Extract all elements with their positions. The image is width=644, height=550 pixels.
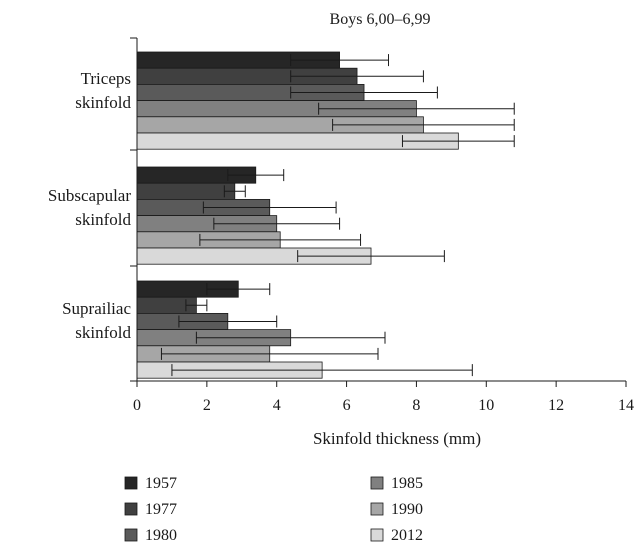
error-bar-subscapular-2012 bbox=[297, 250, 445, 263]
legend-label-1957: 1957 bbox=[145, 475, 177, 492]
legend-swatch-2012 bbox=[370, 528, 384, 542]
error-bar-subscapular-1990 bbox=[199, 233, 362, 246]
x-axis-label: Skinfold thickness (mm) bbox=[313, 429, 481, 448]
x-tick-label-12: 12 bbox=[548, 397, 564, 414]
legend-label-1980: 1980 bbox=[145, 527, 177, 544]
legend-label-1985: 1985 bbox=[391, 475, 423, 492]
x-tick-label-2: 2 bbox=[203, 397, 211, 414]
error-bar-suprailiac-1957 bbox=[206, 283, 271, 296]
category-label-suprailiac: Suprailiac skinfold bbox=[62, 299, 131, 342]
error-bar-suprailiac-1980 bbox=[178, 315, 278, 328]
axes-layer bbox=[130, 37, 627, 387]
x-tick-label-4: 4 bbox=[273, 397, 281, 414]
error-bar-triceps-2012 bbox=[401, 135, 515, 148]
legend-swatch-1990 bbox=[370, 502, 384, 516]
chart-title: Boys 6,00–6,99 bbox=[330, 11, 431, 28]
labels-layer: 0 2 4 6 8 10 12 14 Triceps skinfold Subscapular ski… bbox=[48, 69, 634, 414]
legend-item-1980: 1980 bbox=[124, 527, 177, 544]
legend-swatch-1980 bbox=[124, 528, 138, 542]
legend-swatch-1977 bbox=[124, 502, 138, 516]
error-bar-subscapular-1985 bbox=[213, 217, 341, 230]
legend-item-1985: 1985 bbox=[370, 475, 423, 492]
legend-swatch-1957 bbox=[124, 476, 138, 490]
legend-item-1990: 1990 bbox=[370, 501, 423, 518]
error-bar-suprailiac-2012 bbox=[171, 364, 473, 377]
x-tick-label-10: 10 bbox=[478, 397, 494, 414]
bars-layer bbox=[136, 51, 459, 379]
error-bar-triceps-1957 bbox=[290, 54, 389, 67]
error-bar-subscapular-1957 bbox=[227, 169, 285, 182]
error-bar-triceps-1980 bbox=[290, 86, 438, 99]
x-tick-label-0: 0 bbox=[133, 397, 141, 414]
legend-item-1957: 1957 bbox=[124, 475, 177, 492]
error-bar-suprailiac-1977 bbox=[185, 299, 208, 312]
legend: 1957 1977 1980 1985 1990 2012 bbox=[124, 475, 423, 544]
legend-swatch-1985 bbox=[370, 476, 384, 490]
error-bar-suprailiac-1990 bbox=[160, 347, 379, 360]
legend-label-2012: 2012 bbox=[391, 527, 423, 544]
legend-label-1990: 1990 bbox=[391, 501, 423, 518]
error-bar-triceps-1985 bbox=[318, 102, 515, 115]
error-bar-triceps-1990 bbox=[332, 118, 515, 131]
legend-item-1977: 1977 bbox=[124, 501, 177, 518]
x-tick-label-8: 8 bbox=[412, 397, 420, 414]
error-bar-suprailiac-1985 bbox=[195, 331, 386, 344]
error-bar-subscapular-1977 bbox=[223, 185, 246, 198]
legend-label-1977: 1977 bbox=[145, 501, 177, 518]
bar-subscapular-1977 bbox=[136, 182, 236, 200]
category-label-triceps: Triceps skinfold bbox=[75, 69, 131, 112]
legend-item-2012: 2012 bbox=[370, 527, 423, 544]
category-label-subscapular: Subscapular skinfold bbox=[48, 186, 132, 229]
error-bars-layer bbox=[160, 54, 515, 377]
error-bar-subscapular-1980 bbox=[202, 201, 337, 214]
x-tick-label-6: 6 bbox=[343, 397, 351, 414]
error-bar-triceps-1977 bbox=[290, 70, 424, 83]
x-tick-label-14: 14 bbox=[618, 397, 634, 414]
